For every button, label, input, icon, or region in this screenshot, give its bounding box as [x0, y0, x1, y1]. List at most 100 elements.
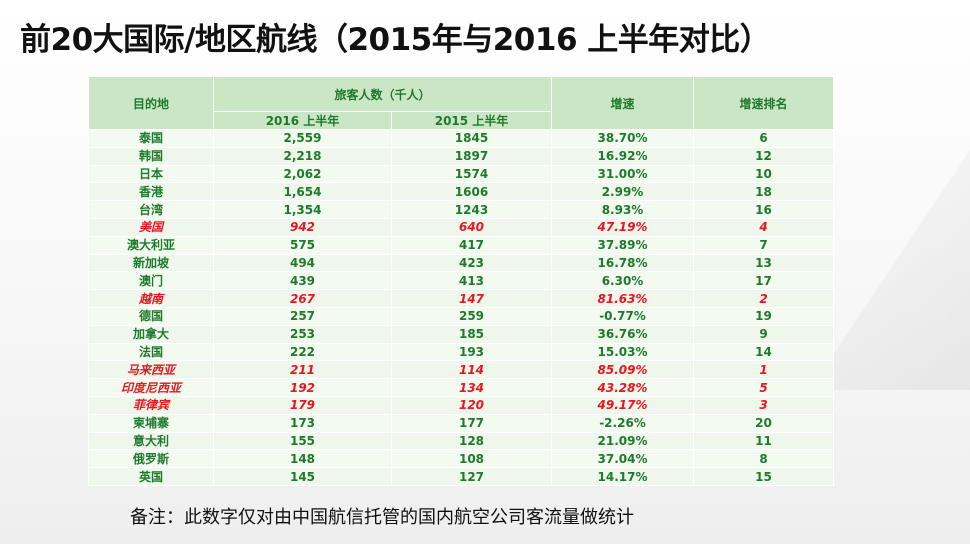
- cell-2015-passengers: 1606: [390, 182, 553, 202]
- table-row: 越南 267 147 81.63% 2: [88, 289, 835, 308]
- cell-growth: 81.63%: [551, 289, 695, 308]
- table-row: 马来西亚 211 114 85.09% 1: [88, 360, 835, 380]
- cell-destination: 泰国: [88, 129, 214, 148]
- table-row: 澳大利亚 575 417 37.89% 7: [88, 235, 835, 255]
- cell-2016-passengers: 1,654: [213, 182, 392, 202]
- cell-2016-passengers: 155: [213, 431, 392, 451]
- table-row: 台湾 1,354 1243 8.93% 16: [88, 200, 835, 219]
- cell-growth: 15.03%: [551, 342, 695, 362]
- cell-growth: 8.93%: [551, 200, 695, 219]
- table-row: 香港 1,654 1606 2.99% 18: [88, 182, 835, 202]
- cell-growth-rank: 3: [693, 395, 835, 415]
- routes-table: 目的地 旅客人数（千人） 增速 增速排名 2016 上半年 2015 上半年 泰…: [88, 76, 835, 486]
- table-row: 柬埔寨 173 177 -2.26% 20: [88, 413, 835, 433]
- cell-2015-passengers: 147: [390, 289, 553, 308]
- cell-growth-rank: 10: [693, 164, 835, 184]
- cell-growth-rank: 6: [693, 129, 835, 148]
- cell-growth-rank: 12: [693, 146, 835, 166]
- cell-2015-passengers: 193: [390, 342, 553, 362]
- cell-2015-passengers: 127: [390, 467, 553, 486]
- cell-2015-passengers: 134: [390, 378, 553, 397]
- cell-destination: 越南: [88, 289, 214, 308]
- footnote: 备注：此数字仅对由中国航信托管的国内航空公司客流量做统计: [130, 507, 634, 528]
- cell-destination: 香港: [88, 182, 214, 202]
- cell-growth-rank: 9: [693, 324, 835, 344]
- cell-growth-rank: 11: [693, 431, 835, 451]
- header-destination: 目的地: [88, 76, 214, 130]
- table-row: 新加坡 494 423 16.78% 13: [88, 253, 835, 273]
- table-row: 加拿大 253 185 36.76% 9: [88, 324, 835, 344]
- cell-destination: 马来西亚: [88, 360, 214, 380]
- table-row: 德国 257 259 -0.77% 19: [88, 306, 835, 326]
- cell-2016-passengers: 222: [213, 342, 392, 362]
- header-2016-h1: 2016 上半年: [213, 111, 392, 130]
- cell-growth-rank: 8: [693, 449, 835, 469]
- header-growth-rank: 增速排名: [693, 76, 835, 130]
- cell-growth-rank: 16: [693, 200, 835, 219]
- cell-growth-rank: 7: [693, 235, 835, 255]
- cell-growth: 36.76%: [551, 324, 695, 344]
- cell-destination: 美国: [88, 217, 214, 237]
- cell-2015-passengers: 417: [390, 235, 553, 255]
- cell-2015-passengers: 423: [390, 253, 553, 273]
- cell-2016-passengers: 173: [213, 413, 392, 433]
- cell-destination: 德国: [88, 306, 214, 326]
- cell-destination: 俄罗斯: [88, 449, 214, 469]
- cell-destination: 意大利: [88, 431, 214, 451]
- cell-growth-rank: 2: [693, 289, 835, 308]
- cell-2016-passengers: 179: [213, 395, 392, 415]
- cell-growth: 49.17%: [551, 395, 695, 415]
- cell-2015-passengers: 177: [390, 413, 553, 433]
- cell-growth-rank: 17: [693, 271, 835, 291]
- cell-destination: 澳门: [88, 271, 214, 291]
- cell-growth: 31.00%: [551, 164, 695, 184]
- cell-2015-passengers: 259: [390, 306, 553, 326]
- cell-growth: -2.26%: [551, 413, 695, 433]
- cell-2016-passengers: 145: [213, 467, 392, 486]
- cell-2015-passengers: 120: [390, 395, 553, 415]
- table-row: 法国 222 193 15.03% 14: [88, 342, 835, 362]
- cell-2016-passengers: 257: [213, 306, 392, 326]
- page-title: 前20大国际/地区航线（2015年与2016 上半年对比）: [20, 22, 771, 58]
- cell-2016-passengers: 267: [213, 289, 392, 308]
- cell-destination: 韩国: [88, 146, 214, 166]
- cell-destination: 英国: [88, 467, 214, 486]
- cell-2016-passengers: 1,354: [213, 200, 392, 219]
- cell-growth: 14.17%: [551, 467, 695, 486]
- cell-growth: 43.28%: [551, 378, 695, 397]
- cell-2015-passengers: 114: [390, 360, 553, 380]
- cell-growth: 16.78%: [551, 253, 695, 273]
- cell-2015-passengers: 185: [390, 324, 553, 344]
- cell-destination: 日本: [88, 164, 214, 184]
- cell-2016-passengers: 942: [213, 217, 392, 237]
- cell-growth: 37.89%: [551, 235, 695, 255]
- cell-destination: 台湾: [88, 200, 214, 219]
- cell-destination: 新加坡: [88, 253, 214, 273]
- cell-2016-passengers: 211: [213, 360, 392, 380]
- cell-growth: 16.92%: [551, 146, 695, 166]
- cell-destination: 印度尼西亚: [88, 378, 214, 397]
- cell-2016-passengers: 148: [213, 449, 392, 469]
- cell-2015-passengers: 108: [390, 449, 553, 469]
- cell-2015-passengers: 413: [390, 271, 553, 291]
- cell-2016-passengers: 439: [213, 271, 392, 291]
- table-row: 美国 942 640 47.19% 4: [88, 217, 835, 237]
- cell-growth: 6.30%: [551, 271, 695, 291]
- cell-2016-passengers: 253: [213, 324, 392, 344]
- cell-growth-rank: 4: [693, 217, 835, 237]
- cell-growth-rank: 14: [693, 342, 835, 362]
- cell-destination: 法国: [88, 342, 214, 362]
- cell-2015-passengers: 128: [390, 431, 553, 451]
- table-body: 泰国 2,559 1845 38.70% 6 韩国 2,218 1897 16.92% 12 日本 2…: [88, 129, 835, 486]
- cell-growth: 85.09%: [551, 360, 695, 380]
- cell-growth: 21.09%: [551, 431, 695, 451]
- cell-2016-passengers: 192: [213, 378, 392, 397]
- cell-growth: -0.77%: [551, 306, 695, 326]
- header-2015-h1: 2015 上半年: [390, 111, 553, 130]
- cell-growth-rank: 15: [693, 467, 835, 486]
- cell-destination: 澳大利亚: [88, 235, 214, 255]
- header-passengers: 旅客人数（千人）: [212, 76, 553, 112]
- cell-destination: 菲律宾: [88, 395, 214, 415]
- table-row: 英国 145 127 14.17% 15: [88, 467, 835, 486]
- cell-2016-passengers: 2,218: [213, 146, 392, 166]
